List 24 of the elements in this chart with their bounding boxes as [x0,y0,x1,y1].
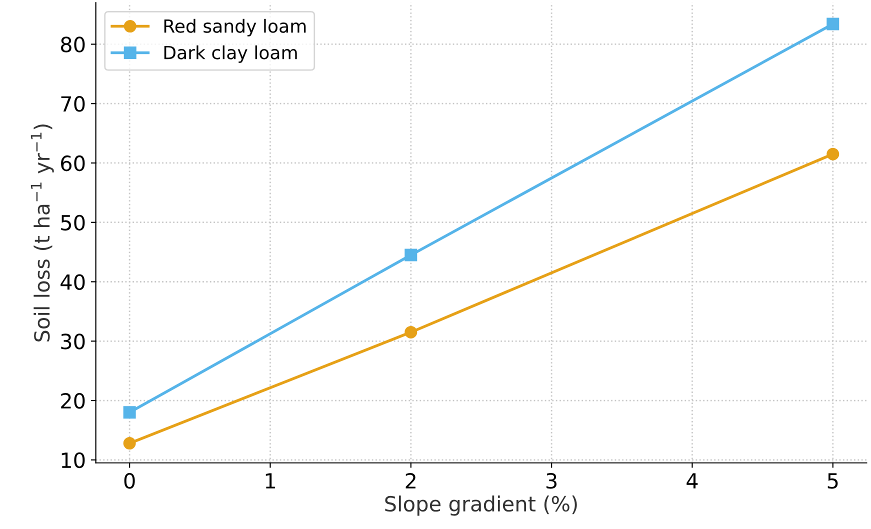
point [826,148,840,160]
y-tick-label: 10 [62,452,85,468]
y-tick-label: 30 [61,334,85,350]
legend-label: Dark clay loam [164,45,297,63]
y-axis-title: Soil loss (t ha$^{−1}$ yr$^{−1}$) [30,124,54,342]
y-tick-label: 50 [61,214,85,231]
y-tick-label: 70 [61,96,85,112]
point [404,248,418,262]
legend-label: Red sandy loam [164,18,306,36]
x-tick-label: 4 [686,473,698,488]
point [404,326,418,338]
point [123,406,136,419]
y-tick-label: 60 [61,155,85,172]
x-tick-label: 5 [828,473,838,489]
x-tick-label: 2 [406,472,416,488]
x-axis-title: Slope gradient (%) [385,496,577,516]
y-tick-label: 80 [60,36,85,52]
x-tick-label: 1 [266,473,275,488]
y-tick-label: 40 [60,274,85,290]
y-tick-label: 20 [61,392,85,409]
x-tick-label: 0 [124,472,135,489]
x-tick-label: 3 [546,472,557,489]
point [123,437,136,450]
point [826,18,840,30]
